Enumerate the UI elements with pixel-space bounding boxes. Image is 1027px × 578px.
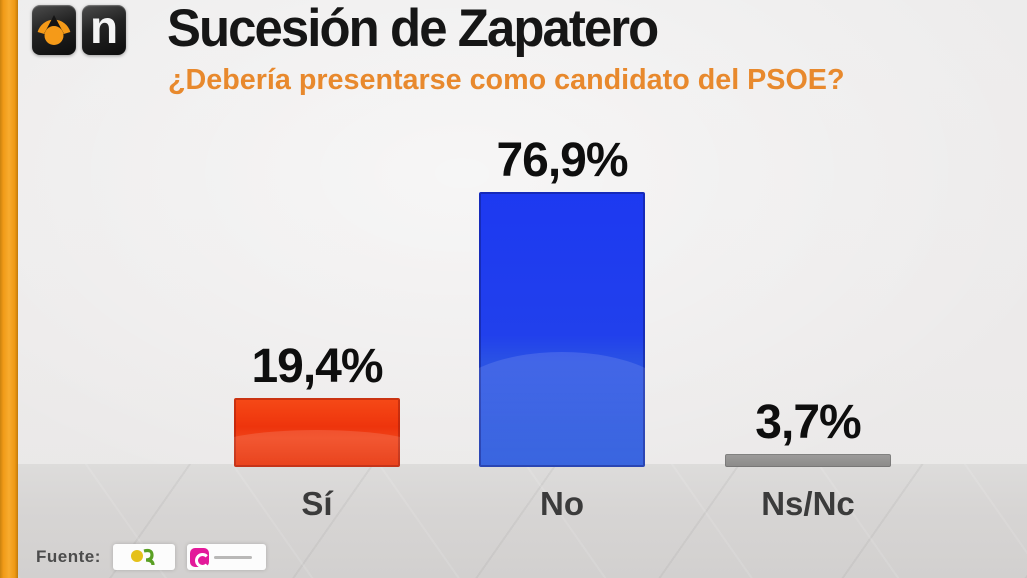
category-label-nsnc: Ns/Nc [761, 485, 855, 522]
bar-group-si: 19,4% [234, 343, 400, 467]
page-title: Sucesión de Zapatero [167, 0, 659, 58]
bar-nsnc [725, 454, 891, 467]
category-label-no: No [540, 485, 584, 522]
source-logo-1-icon [112, 544, 175, 570]
floor-strip [18, 464, 1027, 578]
source-logo-2-c-glyph [189, 547, 210, 568]
left-accent-stripe [0, 0, 18, 578]
bar-group-no: 76,9% [479, 137, 645, 467]
source-logo-1-glyph [130, 548, 155, 566]
bar-value-label-no: 76,9% [496, 134, 628, 187]
bar-value-label-si: 19,4% [251, 340, 383, 393]
source-logo-2-icon [186, 544, 266, 570]
category-label-si: Sí [301, 485, 333, 522]
antena3-logo-box [32, 5, 76, 55]
noticias-n-letter: n [89, 1, 119, 53]
antena3-a-icon [37, 15, 71, 45]
source-logo-2-wordmark [213, 555, 252, 559]
bar-group-nsnc: 3,7% [725, 399, 891, 467]
source-row: Fuente: [36, 542, 266, 572]
noticias-logo-box: n [82, 1, 126, 55]
page-subtitle: ¿Debería presentarse como candidato del … [168, 64, 845, 96]
bar-value-label-nsnc: 3,7% [755, 396, 861, 449]
bar-si [234, 398, 400, 467]
bar-no [479, 192, 645, 467]
source-label: Fuente: [36, 547, 101, 566]
